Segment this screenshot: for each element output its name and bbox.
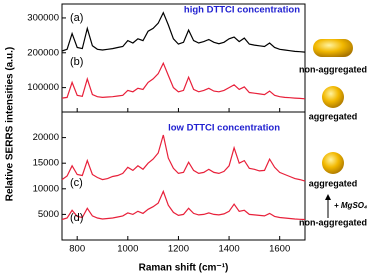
series-label: (b) [70,56,83,68]
series-label: (a) [70,12,83,24]
side-label: aggregated [309,178,358,188]
sphere-icon [322,86,344,108]
side-label: aggregated [309,111,358,121]
x-tick-label: 1400 [218,244,239,255]
series-label: (c) [70,177,83,189]
x-tick-label: 1000 [117,244,138,255]
plot-frame [61,111,306,241]
spectrum-line [61,189,306,221]
sphere-icon [322,152,344,174]
arrow-head [325,194,331,200]
y-axis-label: Relative SERRS intensities (a.u.) [5,47,16,202]
panel-title: low DTTCI concentration [168,123,280,134]
spectrum-line [61,11,306,53]
side-label: non-aggregated [299,217,367,227]
spectrum-line [61,61,306,100]
x-tick-label: 1600 [269,244,290,255]
y-tick-label: 20000 [33,132,59,143]
y-tick-label: 5000 [38,209,59,220]
y-tick-label: 10000 [33,183,59,194]
plot-frame [61,3,306,113]
y-tick-label: 200000 [27,47,59,58]
spectrum-line [61,134,306,182]
y-tick-label: 100000 [27,82,59,93]
y-tick-label: 300000 [27,12,59,23]
x-tick-label: 1200 [168,244,189,255]
rod-icon [313,39,353,57]
x-axis-label: Raman shift (cm⁻¹) [139,263,229,274]
side-label: non-aggregated [299,64,367,74]
series-label: (d) [70,212,83,224]
side-label: + MgSO₄ [334,201,367,210]
y-tick-label: 15000 [33,158,59,169]
x-tick-label: 800 [69,244,85,255]
panel-title: high DTTCI concentration [184,5,300,16]
